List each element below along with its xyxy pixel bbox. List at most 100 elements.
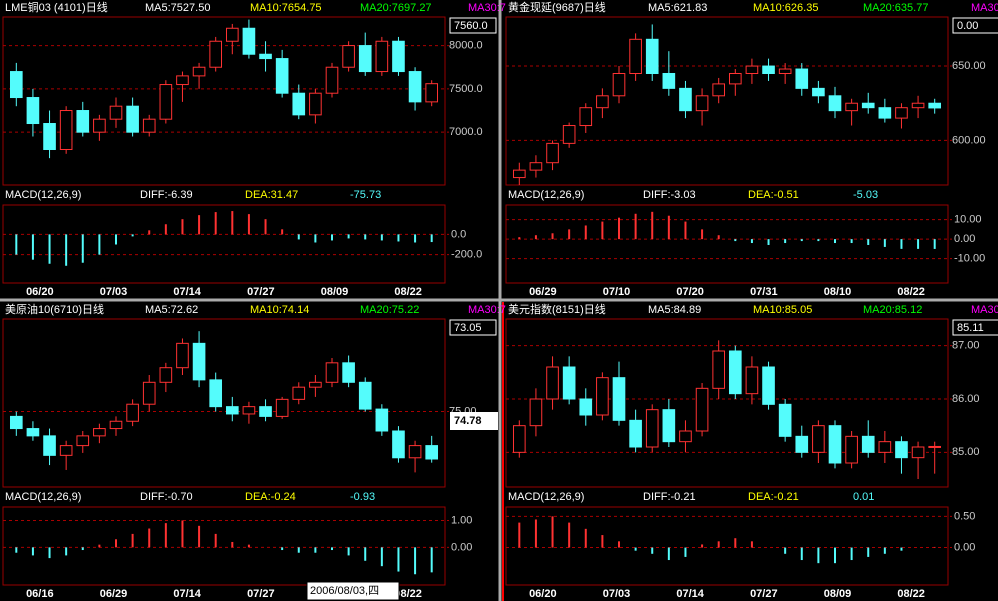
candle-body <box>342 45 355 68</box>
candle-body <box>662 72 676 89</box>
candle-body <box>192 66 206 77</box>
candle-body <box>159 367 173 383</box>
x-tick-label: 07/03 <box>100 286 128 298</box>
candle-body <box>828 425 842 464</box>
candle-body <box>812 425 825 453</box>
macd-label: DIFF:-6.39 <box>140 189 193 201</box>
candle-body <box>878 107 892 119</box>
candle-body <box>292 92 306 116</box>
candle-body <box>275 398 289 417</box>
price-box <box>449 319 497 336</box>
candle-body <box>928 102 942 109</box>
candle-body <box>679 430 692 443</box>
x-tick-label: 07/14 <box>676 588 704 600</box>
y-tick-label: 0.50 <box>954 510 975 522</box>
y-tick-label: 0.00 <box>954 233 975 245</box>
ma-label: MA5:7527.50 <box>145 2 210 14</box>
y-tick-label: 7000.0 <box>449 126 483 138</box>
candle-body <box>392 430 405 459</box>
candle-body <box>679 87 692 112</box>
macd-label: -75.73 <box>350 189 381 201</box>
ma-label: MA30:7 <box>468 304 506 316</box>
candle-body <box>529 162 543 171</box>
macd-frame <box>2 506 446 586</box>
macd-frame <box>505 204 949 284</box>
x-tick-label: 06/20 <box>529 588 557 600</box>
macd-frame <box>2 204 446 284</box>
candle-body <box>762 65 775 74</box>
ma-label: MA10:7654.75 <box>250 2 322 14</box>
candle-body <box>579 107 593 127</box>
panel-title: 美原油10(6710)日线 <box>5 302 104 316</box>
macd-label: -0.93 <box>350 491 375 503</box>
candle-body <box>26 97 40 125</box>
macd-label: DEA:-0.24 <box>245 491 296 503</box>
y-tick-label: -10.00 <box>954 253 985 265</box>
candle-body <box>529 398 543 427</box>
candle-body <box>828 95 842 112</box>
candle-body <box>26 428 40 437</box>
candle-body <box>712 350 726 389</box>
candle-body <box>425 445 439 460</box>
price-box <box>449 17 497 34</box>
y-tick-label: 10.00 <box>954 214 982 226</box>
ma-label: MA30 <box>971 2 998 14</box>
candle-body <box>596 95 609 109</box>
candle-body <box>176 342 189 369</box>
candle-body <box>59 110 73 150</box>
macd-label: DIFF:-0.70 <box>140 491 193 503</box>
candle-body <box>861 435 875 453</box>
cursor-price-box <box>450 412 498 430</box>
ma-label: MA10:626.35 <box>753 2 818 14</box>
candle-body <box>562 125 576 144</box>
price-frame <box>505 318 949 488</box>
x-tick-label: 08/22 <box>897 286 925 298</box>
candle-body <box>225 27 239 42</box>
x-tick-label: 07/31 <box>750 286 778 298</box>
candle-body <box>911 446 925 459</box>
candle-body <box>259 406 272 417</box>
candle-body <box>142 118 156 133</box>
macd-label: MACD(12,26,9) <box>508 491 584 503</box>
candle-body <box>109 420 123 430</box>
candle-body <box>76 435 90 447</box>
x-tick-label: 07/14 <box>173 588 201 600</box>
macd-label: MACD(12,26,9) <box>5 491 81 503</box>
y-tick-label: -200.0 <box>451 249 482 261</box>
price-frame <box>2 16 446 186</box>
candle-body <box>408 71 422 103</box>
candle-body <box>126 105 139 133</box>
x-tick-label: 07/27 <box>247 286 275 298</box>
candle-body <box>209 40 223 68</box>
candle-body <box>342 362 355 383</box>
candle-body <box>861 102 875 109</box>
ma-label: MA10:74.14 <box>250 304 309 316</box>
cursor-date: 2006/08/03,四 <box>310 585 379 597</box>
candle-body <box>895 441 908 459</box>
candle-body <box>612 72 626 97</box>
candle-body <box>93 428 106 437</box>
candle-body <box>795 435 809 453</box>
y-tick-label: 86.00 <box>952 393 980 405</box>
candle-body <box>259 53 272 60</box>
ma-label: MA20:7697.27 <box>360 2 432 14</box>
ma-label: MA30:8 <box>971 304 998 316</box>
candle-body <box>546 366 559 400</box>
x-tick-label: 07/14 <box>173 286 201 298</box>
candle-body <box>126 403 139 422</box>
price-frame <box>2 318 446 488</box>
ma-label: MA10:85.05 <box>753 304 812 316</box>
price-box <box>952 319 998 336</box>
candle-body <box>845 102 858 112</box>
macd-label: MACD(12,26,9) <box>5 189 81 201</box>
ma-label: MA5:72.62 <box>145 304 198 316</box>
x-tick-label: 08/09 <box>824 588 852 600</box>
candle-body <box>159 84 173 120</box>
candle-body <box>9 71 23 99</box>
candle-body <box>76 110 90 133</box>
x-tick-label: 08/22 <box>897 588 925 600</box>
y-tick-label: 85.00 <box>952 446 980 458</box>
candle-body <box>629 38 642 74</box>
